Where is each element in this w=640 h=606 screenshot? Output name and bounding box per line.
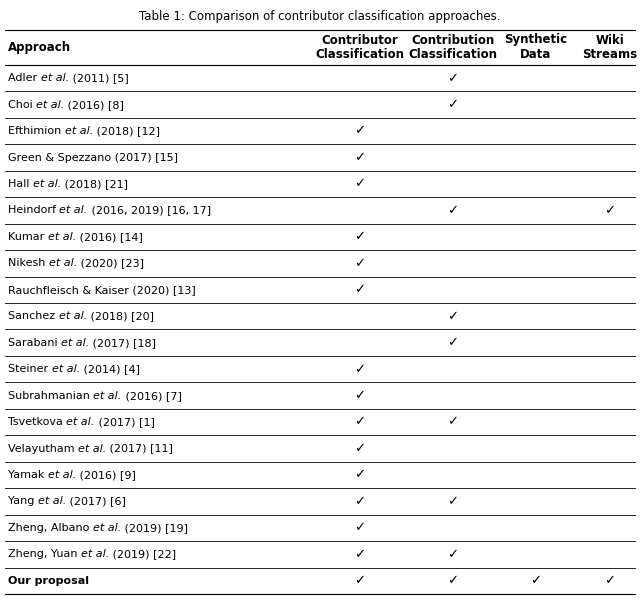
Text: Heindorf: Heindorf <box>8 205 60 216</box>
Text: et al.: et al. <box>48 470 76 480</box>
Text: (2016) [9]: (2016) [9] <box>76 470 136 480</box>
Text: ✓: ✓ <box>531 574 541 587</box>
Text: ✓: ✓ <box>447 98 459 111</box>
Text: ✓: ✓ <box>355 178 365 190</box>
Text: et al.: et al. <box>78 444 106 453</box>
Text: ✓: ✓ <box>447 574 459 587</box>
Text: (2017) [1]: (2017) [1] <box>95 417 154 427</box>
Text: ✓: ✓ <box>447 310 459 323</box>
Text: ✓: ✓ <box>355 389 365 402</box>
Text: ✓: ✓ <box>447 204 459 217</box>
Text: Efthimion: Efthimion <box>8 126 65 136</box>
Text: et al.: et al. <box>93 391 122 401</box>
Text: et al.: et al. <box>93 523 121 533</box>
Text: Nikesh: Nikesh <box>8 258 49 268</box>
Text: (2016) [14]: (2016) [14] <box>76 232 143 242</box>
Text: ✓: ✓ <box>447 336 459 349</box>
Text: Synthetic
Data: Synthetic Data <box>504 33 568 61</box>
Text: ✓: ✓ <box>355 125 365 138</box>
Text: et al.: et al. <box>33 179 61 189</box>
Text: et al.: et al. <box>49 258 77 268</box>
Text: (2019) [19]: (2019) [19] <box>121 523 188 533</box>
Text: (2018) [20]: (2018) [20] <box>87 311 154 321</box>
Text: et al.: et al. <box>61 338 90 348</box>
Text: Adler: Adler <box>8 73 40 83</box>
Text: et al.: et al. <box>60 205 88 216</box>
Text: ✓: ✓ <box>355 230 365 244</box>
Text: Approach: Approach <box>8 41 71 54</box>
Text: Sarabani: Sarabani <box>8 338 61 348</box>
Text: et al.: et al. <box>48 232 76 242</box>
Text: ✓: ✓ <box>355 284 365 296</box>
Text: ✓: ✓ <box>447 416 459 428</box>
Text: et al.: et al. <box>59 311 87 321</box>
Text: Contributor
Classification: Contributor Classification <box>316 33 404 61</box>
Text: (2016) [8]: (2016) [8] <box>65 99 124 110</box>
Text: ✓: ✓ <box>355 362 365 376</box>
Text: Tsvetkova: Tsvetkova <box>8 417 67 427</box>
Text: Yamak: Yamak <box>8 470 48 480</box>
Text: Table 1: Comparison of contributor classification approaches.: Table 1: Comparison of contributor class… <box>140 10 500 23</box>
Text: Yang: Yang <box>8 496 38 507</box>
Text: Our proposal: Our proposal <box>8 576 89 586</box>
Text: Choi: Choi <box>8 99 36 110</box>
Text: Velayutham: Velayutham <box>8 444 78 453</box>
Text: Sanchez: Sanchez <box>8 311 59 321</box>
Text: Steiner: Steiner <box>8 364 52 374</box>
Text: ✓: ✓ <box>355 416 365 428</box>
Text: (2011) [5]: (2011) [5] <box>69 73 129 83</box>
Text: ✓: ✓ <box>355 574 365 587</box>
Text: (2018) [12]: (2018) [12] <box>93 126 160 136</box>
Text: et al.: et al. <box>40 73 69 83</box>
Text: ✓: ✓ <box>355 548 365 561</box>
Text: et al.: et al. <box>65 126 93 136</box>
Text: Green & Spezzano (2017) [15]: Green & Spezzano (2017) [15] <box>8 153 178 162</box>
Text: ✓: ✓ <box>604 574 616 587</box>
Text: Hall: Hall <box>8 179 33 189</box>
Text: Wiki
Streams: Wiki Streams <box>582 33 637 61</box>
Text: ✓: ✓ <box>355 151 365 164</box>
Text: ✓: ✓ <box>355 495 365 508</box>
Text: ✓: ✓ <box>355 468 365 482</box>
Text: ✓: ✓ <box>355 521 365 534</box>
Text: ✓: ✓ <box>355 442 365 455</box>
Text: ✓: ✓ <box>355 257 365 270</box>
Text: (2019) [22]: (2019) [22] <box>109 549 177 559</box>
Text: Zheng, Albano: Zheng, Albano <box>8 523 93 533</box>
Text: ✓: ✓ <box>604 204 616 217</box>
Text: (2020) [23]: (2020) [23] <box>77 258 144 268</box>
Text: ✓: ✓ <box>447 548 459 561</box>
Text: (2014) [4]: (2014) [4] <box>80 364 140 374</box>
Text: (2016, 2019) [16, 17]: (2016, 2019) [16, 17] <box>88 205 211 216</box>
Text: et al.: et al. <box>38 496 66 507</box>
Text: Rauchfleisch & Kaiser (2020) [13]: Rauchfleisch & Kaiser (2020) [13] <box>8 285 196 295</box>
Text: (2016) [7]: (2016) [7] <box>122 391 182 401</box>
Text: Zheng, Yuan: Zheng, Yuan <box>8 549 81 559</box>
Text: ✓: ✓ <box>447 72 459 85</box>
Text: et al.: et al. <box>67 417 95 427</box>
Text: Kumar: Kumar <box>8 232 48 242</box>
Text: (2017) [18]: (2017) [18] <box>90 338 156 348</box>
Text: (2017) [6]: (2017) [6] <box>66 496 126 507</box>
Text: et al.: et al. <box>36 99 65 110</box>
Text: (2017) [11]: (2017) [11] <box>106 444 173 453</box>
Text: et al.: et al. <box>81 549 109 559</box>
Text: (2018) [21]: (2018) [21] <box>61 179 128 189</box>
Text: et al.: et al. <box>52 364 80 374</box>
Text: Contribution
Classification: Contribution Classification <box>408 33 497 61</box>
Text: Subrahmanian: Subrahmanian <box>8 391 93 401</box>
Text: ✓: ✓ <box>447 495 459 508</box>
